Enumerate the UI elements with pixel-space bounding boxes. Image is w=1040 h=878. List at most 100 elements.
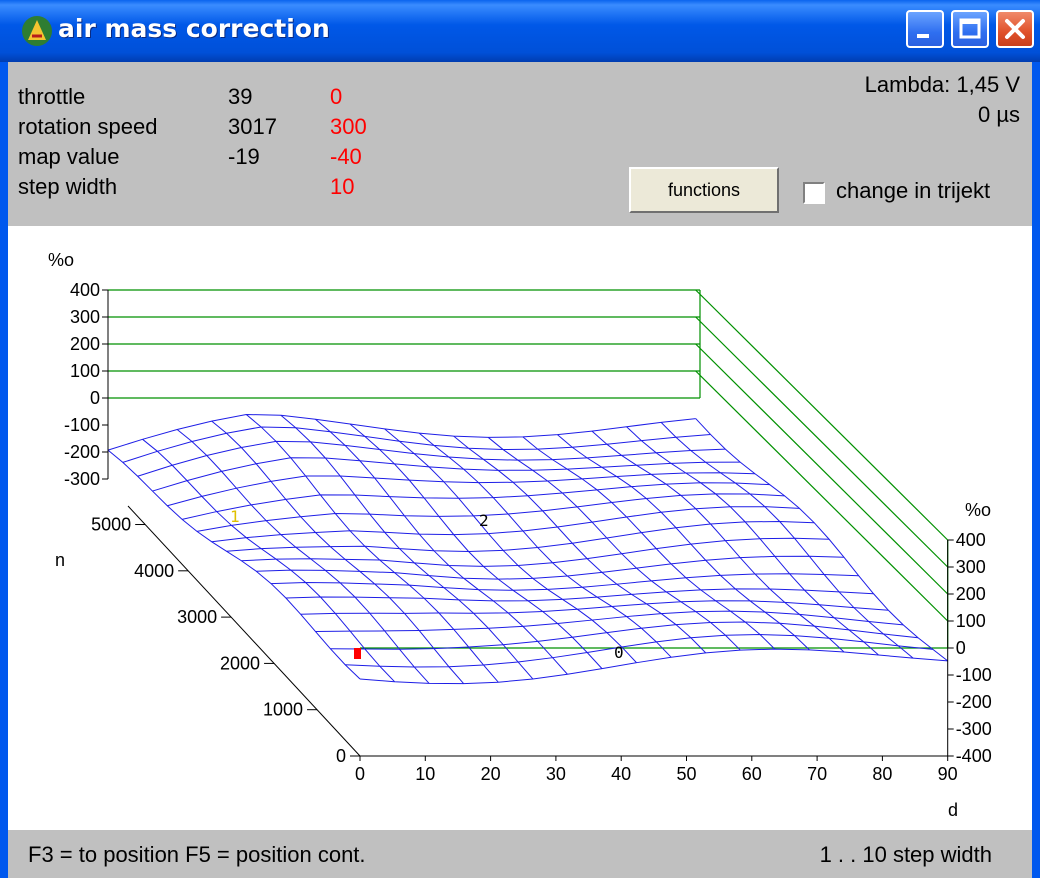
right-wall-gridline	[695, 289, 949, 541]
d-tick-label: 70	[807, 764, 827, 784]
mesh-line-n	[137, 440, 726, 477]
mesh-line-n	[300, 600, 889, 615]
d-tick-label: 50	[676, 764, 696, 784]
right-wall-gridline	[695, 370, 949, 622]
status-bar: F3 = to position F5 = position cont. 1 .…	[8, 830, 1032, 878]
d-tick-label: 60	[742, 764, 762, 784]
mesh-line-d	[626, 426, 879, 656]
n-tick-label: 1000	[263, 700, 303, 720]
left-z-unit: %o	[48, 250, 74, 270]
map-value-label: map value	[18, 144, 120, 169]
mesh-line-d	[245, 414, 499, 683]
mesh-line-n	[152, 457, 741, 492]
rotation-speed-label: rotation speed	[18, 114, 158, 139]
mesh-line-d	[315, 418, 568, 675]
window-title: air mass correction	[58, 14, 330, 43]
mesh-line-d	[384, 428, 637, 664]
right-z-tick-label: -100	[956, 665, 992, 685]
mesh-line-d	[211, 420, 465, 685]
mesh-line-d	[349, 423, 603, 669]
right-z-tick-label: 200	[956, 584, 986, 604]
mesh-line-d	[176, 429, 430, 684]
d-tick-label: 40	[611, 764, 631, 784]
left-z-tick-label: 100	[70, 361, 100, 381]
mesh-line-n	[285, 588, 874, 602]
n-tick-label: 2000	[220, 653, 260, 673]
app-icon	[22, 16, 52, 46]
right-z-tick-label: -400	[956, 746, 992, 766]
lambda-readout: Lambda: 1,45 V	[864, 72, 1020, 97]
mesh-line-d	[280, 414, 534, 680]
step-width-label: step width	[18, 174, 118, 199]
change-in-trijekt-label: change in trijekt	[836, 178, 991, 203]
maximize-button[interactable]	[951, 10, 989, 48]
right-z-unit: %o	[965, 500, 991, 520]
cursor-marker	[354, 648, 361, 659]
mesh-line-n	[330, 621, 919, 650]
status-step-hint: 1 . . 10 step width	[819, 842, 992, 867]
status-hotkeys: F3 = to position F5 = position cont.	[28, 842, 366, 867]
mesh-line-d	[591, 430, 845, 653]
throttle-setting: 0	[330, 84, 343, 109]
mesh-line-n	[256, 555, 844, 580]
throttle-value: 39	[228, 84, 253, 109]
map-value-setting: -40	[330, 144, 362, 169]
mesh-line-n	[122, 426, 711, 463]
marker-2: 2	[479, 511, 489, 530]
right-wall-gridline	[695, 343, 949, 595]
d-tick-label: 80	[872, 764, 892, 784]
left-z-tick-label: -200	[64, 442, 100, 462]
left-z-tick-label: 200	[70, 334, 100, 354]
surface-mesh	[107, 414, 949, 685]
left-z-tick-label: -300	[64, 469, 100, 489]
right-z-tick-label: 400	[956, 530, 986, 550]
title-bar[interactable]: air mass correction	[0, 0, 1040, 62]
mesh-line-n	[315, 610, 904, 633]
left-z-tick-label: 400	[70, 280, 100, 300]
mesh-line-n	[359, 648, 948, 685]
n-tick-label: 5000	[91, 515, 131, 535]
mesh-line-d	[557, 434, 810, 651]
mesh-line-n	[167, 472, 756, 507]
throttle-label: throttle	[18, 84, 86, 109]
mesh-line-n	[182, 482, 770, 520]
mesh-line-d	[453, 435, 707, 654]
right-z-tick-label: 300	[956, 557, 986, 577]
mesh-line-d	[695, 418, 949, 662]
info-panel: throttle 39 0 rotation speed 3017 300 ma…	[8, 62, 1032, 226]
close-icon	[1005, 19, 1025, 39]
left-z-tick-label: 0	[90, 388, 100, 408]
time-readout: 0 µs	[977, 102, 1020, 127]
left-z-tick-label: 300	[70, 307, 100, 327]
minimize-button[interactable]	[906, 10, 944, 48]
right-z-tick-label: 0	[956, 638, 966, 658]
minimize-icon	[917, 34, 929, 38]
n-tick-label: 3000	[177, 607, 217, 627]
rotation-speed-value: 3017	[228, 114, 277, 139]
maximize-icon	[959, 18, 981, 39]
change-in-trijekt-checkbox[interactable]	[803, 182, 825, 204]
chart-axes: 4003002001000-100-200-3004003002001000-1…	[64, 280, 992, 784]
n-tick-label: 4000	[134, 561, 174, 581]
mesh-line-n	[241, 537, 830, 567]
mesh-line-d	[522, 436, 776, 650]
d-tick-label: 20	[481, 764, 501, 784]
step-width-setting: 10	[330, 174, 355, 199]
surface-chart: 4003002001000-100-200-3004003002001000-1…	[48, 250, 992, 820]
rotation-speed-setting: 300	[330, 114, 367, 139]
d-tick-label: 30	[546, 764, 566, 784]
right-z-tick-label: -300	[956, 719, 992, 739]
mesh-line-n	[226, 521, 815, 553]
marker-0: 0	[614, 643, 624, 662]
mesh-line-n	[107, 414, 696, 451]
functions-button[interactable]: functions	[629, 167, 779, 213]
d-tick-label: 0	[355, 764, 365, 784]
map-value-value: -19	[228, 144, 260, 169]
close-button[interactable]	[996, 10, 1034, 48]
right-z-tick-label: -200	[956, 692, 992, 712]
mesh-line-n	[345, 634, 933, 668]
mesh-line-d	[418, 432, 672, 658]
mesh-line-d	[107, 449, 361, 680]
right-wall-gridline	[695, 316, 949, 568]
